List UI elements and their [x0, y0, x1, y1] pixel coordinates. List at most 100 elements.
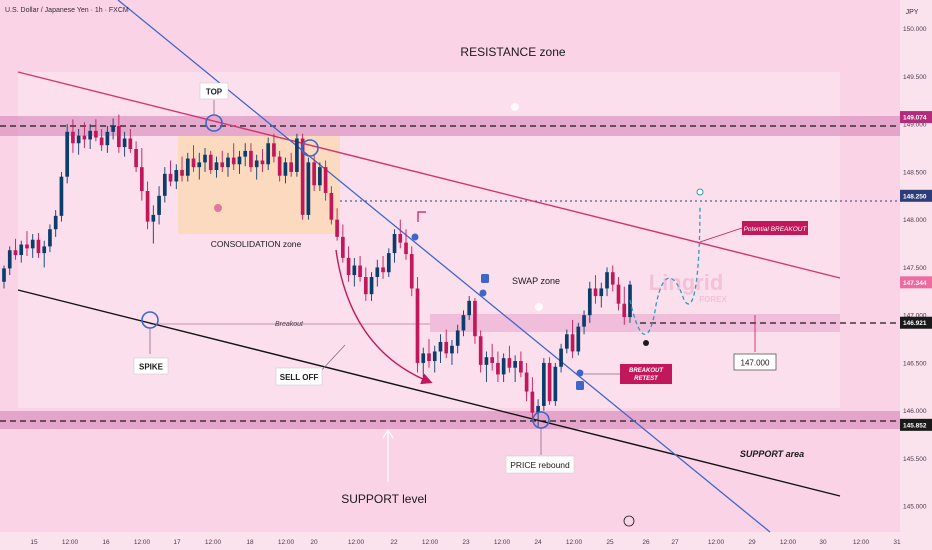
candle: [48, 224, 52, 253]
top-label: TOP: [206, 88, 223, 97]
watermark-brand: Lingrid: [649, 270, 724, 295]
candle: [427, 339, 431, 368]
candle-body: [208, 154, 213, 171]
candle-body: [42, 246, 47, 254]
info-flag-icon-2: [576, 381, 584, 390]
x-tick-label: 12:00: [205, 539, 222, 546]
x-tick-label: 12:00: [422, 539, 439, 546]
candle-body: [220, 162, 225, 168]
y-tick-label: 147.000: [903, 313, 927, 320]
potential-breakout-label: Potential BREAKOUT: [744, 226, 808, 233]
candle: [174, 164, 179, 190]
support-arrow-head-icon: [382, 428, 394, 439]
x-tick-label: 24: [534, 539, 542, 546]
candle: [323, 160, 328, 201]
candle: [134, 141, 138, 172]
candle-body: [559, 348, 563, 367]
price-badge-bg: [900, 316, 932, 329]
candle-body: [249, 150, 253, 168]
candle: [283, 157, 288, 184]
candle: [180, 156, 184, 182]
candle: [220, 150, 225, 172]
candle: [547, 357, 552, 405]
price-badge-label: 148.250: [903, 193, 927, 200]
candle-body: [444, 341, 449, 354]
y-tick-label: 145.500: [903, 456, 927, 463]
y-tick-label: 148.500: [903, 169, 927, 176]
candle-body: [260, 160, 265, 165]
x-tick-label: 16: [102, 539, 110, 546]
price-badge-bg: [900, 111, 932, 124]
candle-body: [65, 131, 70, 177]
x-tick-label: 12:00: [348, 539, 365, 546]
candle-body: [409, 254, 414, 289]
x-tick-label: 30: [819, 539, 827, 546]
candle-body: [524, 372, 529, 392]
candle-body: [381, 267, 385, 273]
y-tick-label: 149.000: [903, 122, 927, 129]
x-tick-label: 22: [390, 539, 398, 546]
candle-body: [48, 229, 52, 247]
candle: [369, 272, 374, 301]
candle: [341, 224, 345, 263]
time-axis[interactable]: 15 12:00 16 12:00 17 12:00 18 12:00 20 12:00 22 12:…: [30, 539, 901, 546]
candle: [381, 255, 385, 279]
candle: [398, 219, 403, 249]
candle-body: [329, 192, 334, 220]
sell-off-label: SELL OFF: [280, 373, 319, 382]
candle-body: [312, 162, 316, 186]
support-area-label: SUPPORT area: [740, 449, 804, 459]
candle-body: [582, 315, 586, 327]
candle: [461, 310, 466, 337]
sell-off-label-box: SELL OFF: [275, 367, 323, 386]
candle: [226, 152, 230, 177]
currency-label: JPY: [906, 9, 919, 16]
candle-body: [519, 361, 523, 373]
candle-body: [7, 250, 12, 269]
trendline-dot-1: [411, 233, 419, 241]
x-tick-label: 26: [642, 539, 650, 546]
candle: [312, 154, 316, 192]
candle: [438, 334, 443, 363]
x-tick-label: 12:00: [566, 539, 583, 546]
candle: [513, 355, 517, 383]
candle: [467, 296, 472, 320]
candle-body: [272, 143, 276, 157]
price-badge: 146.921: [900, 316, 932, 329]
candle: [162, 167, 167, 203]
target-star-icon: [696, 188, 704, 196]
candle: [432, 345, 437, 373]
x-tick-label: 12:00: [708, 539, 725, 546]
candle: [536, 399, 540, 428]
candle: [352, 257, 357, 287]
price-badge: 145.852: [900, 418, 932, 431]
candle: [36, 233, 41, 258]
candle: [82, 122, 87, 149]
price-badge-label: 149.074: [903, 115, 927, 122]
candle-body: [530, 391, 535, 413]
price-axis[interactable]: 150.000 149.500 149.000 148.500 148.000 147.5…: [903, 26, 927, 511]
candle-body: [335, 219, 339, 237]
candle-body: [564, 334, 569, 349]
candle: [208, 150, 213, 174]
candle-body: [455, 330, 460, 346]
candle: [306, 157, 311, 220]
candle: [473, 297, 477, 344]
candle: [404, 229, 408, 260]
candle-body: [99, 137, 104, 146]
candle-body: [318, 167, 322, 186]
candle: [117, 114, 121, 153]
candle: [214, 156, 219, 178]
candle: [295, 133, 299, 177]
candle: [249, 143, 253, 172]
candle: [358, 255, 362, 282]
candle-body: [2, 268, 6, 282]
candle-body: [36, 239, 41, 254]
candle: [346, 246, 351, 282]
candle: [25, 231, 29, 256]
candle-body: [59, 176, 64, 216]
candle-body: [94, 130, 98, 138]
candle-body: [30, 239, 35, 249]
candle: [582, 310, 586, 335]
